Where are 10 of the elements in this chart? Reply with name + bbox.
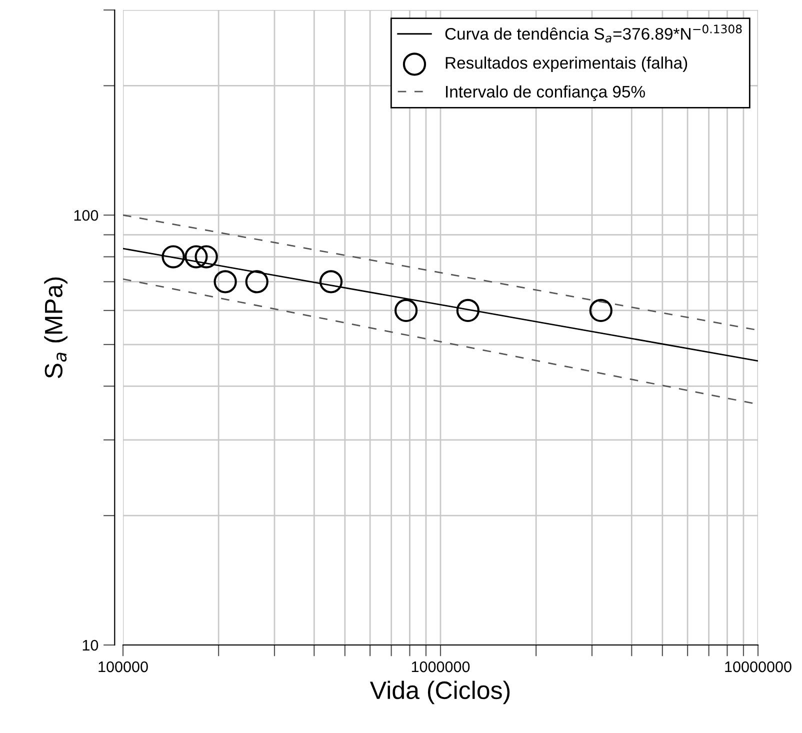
legend-label: Curva de tendência S$_{a}$=376.89*N$^{−0.1308}$ — [445, 24, 742, 42]
x-tick-label: 100000 — [98, 661, 148, 672]
x-tick-label: 10000000 — [725, 661, 792, 672]
y-axis-title: S$_{a}$ (MPa) — [44, 277, 68, 378]
legend-label: Resultados experimentais (falha) — [446, 56, 688, 72]
x-tick-label: 1000000 — [412, 661, 470, 672]
legend-label: Intervalo de confiança 95% — [446, 85, 645, 101]
x-axis-title: Vida (Ciclos) — [370, 680, 510, 704]
y-tick-label: 100 — [74, 210, 98, 221]
y-tick-label: 10 — [82, 640, 98, 651]
